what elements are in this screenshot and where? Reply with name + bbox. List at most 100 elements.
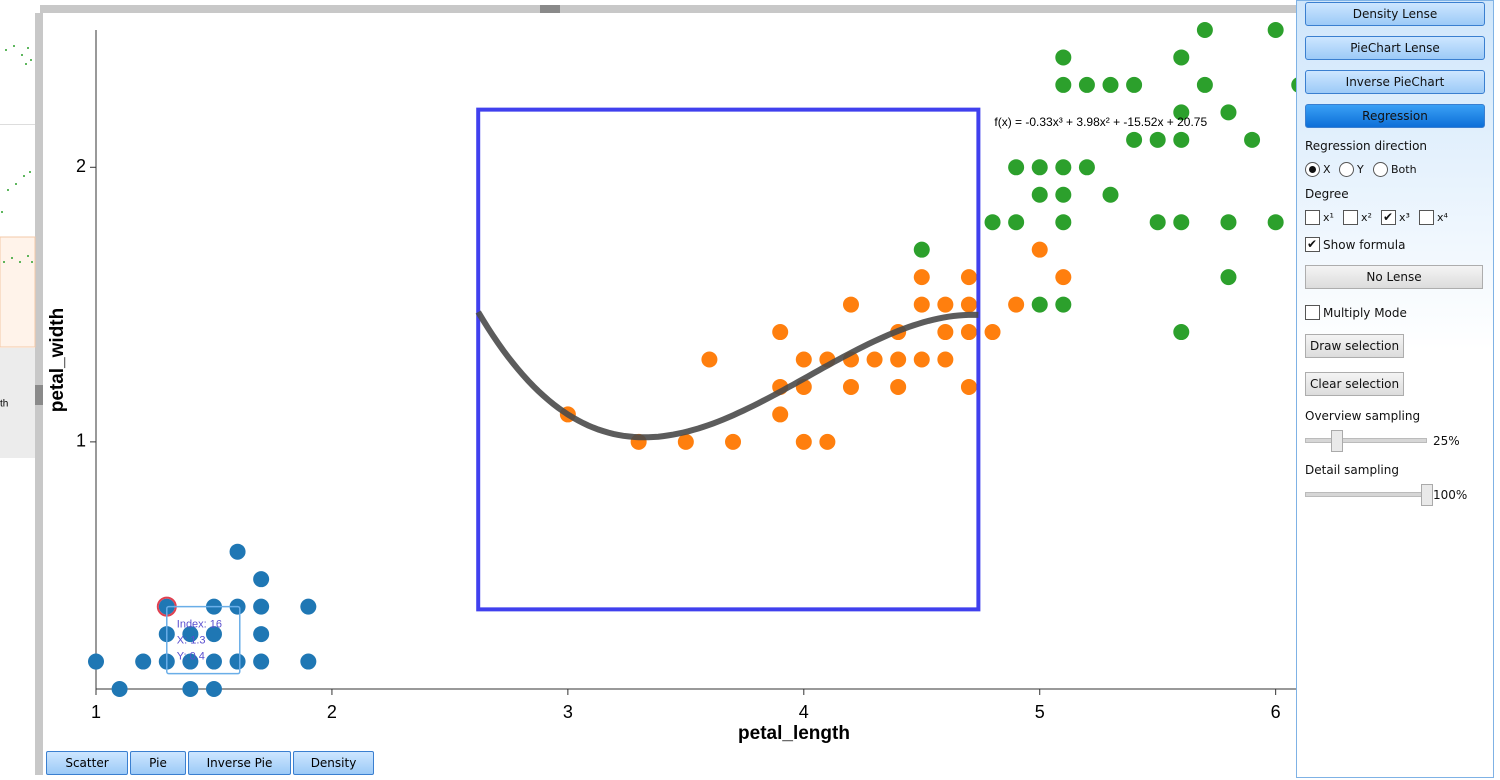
checkbox-label: Show formula [1323, 237, 1406, 252]
tooltip-line: Y: 0.4 [177, 651, 205, 663]
checkbox[interactable] [1419, 210, 1434, 225]
formula-option[interactable]: Show formula [1305, 237, 1405, 252]
slider-value: 25% [1433, 434, 1460, 448]
checkbox-label: x³ [1399, 211, 1410, 224]
lens-button[interactable]: Inverse PieChart [1305, 70, 1485, 94]
regression-curve [475, 310, 979, 441]
checkbox-label: x⁴ [1437, 211, 1448, 224]
checkbox[interactable] [1305, 305, 1320, 320]
x-tick-label: 2 [327, 702, 337, 722]
data-point [960, 296, 977, 313]
degree-option[interactable]: x¹ [1305, 210, 1334, 225]
slider-thumb[interactable] [1331, 430, 1343, 452]
y-axis-title: petal_width [47, 308, 68, 413]
lens-button[interactable]: PieChart Lense [1305, 36, 1485, 60]
multiply-option[interactable]: Multiply Mode [1305, 305, 1407, 320]
thumbnail-dots [1, 45, 33, 263]
data-point [1220, 269, 1237, 286]
data-point [1173, 324, 1190, 341]
data-point [182, 626, 199, 643]
data-point [890, 351, 907, 368]
tooltip-box [166, 605, 241, 675]
data-point [300, 598, 317, 615]
data-point [253, 571, 270, 588]
data-point [772, 324, 789, 341]
data-point [937, 351, 954, 368]
degree-label: Degree [1305, 187, 1349, 201]
slider-label: Detail sampling [1305, 463, 1399, 477]
data-point [1244, 131, 1261, 148]
checkbox-label: x² [1361, 211, 1372, 224]
data-point [913, 351, 930, 368]
thumb-divider [0, 124, 35, 125]
radio-option[interactable]: Both [1373, 162, 1417, 177]
data-point [1055, 159, 1072, 176]
x-tick-label: 3 [563, 702, 573, 722]
data-point [253, 598, 270, 615]
radio[interactable] [1339, 162, 1354, 177]
degree-option[interactable]: x⁴ [1419, 210, 1448, 225]
scroll-handle[interactable] [540, 5, 560, 13]
checkbox[interactable] [1381, 210, 1396, 225]
lens-button[interactable]: Regression [1305, 104, 1485, 128]
tab[interactable]: Scatter [46, 751, 128, 775]
data-point [1078, 159, 1095, 176]
control-panel: Density Lense PieChart Lense Inverse Pie… [1296, 0, 1494, 778]
tab[interactable]: Pie [130, 751, 186, 775]
data-point [913, 296, 930, 313]
slider-thumb[interactable] [1421, 484, 1433, 506]
data-point [1055, 76, 1072, 93]
data-point [1055, 214, 1072, 231]
data-point [229, 653, 246, 670]
data-point [1173, 104, 1190, 121]
data-point [182, 653, 199, 670]
x-tick-label: 6 [1271, 702, 1281, 722]
checkbox[interactable] [1343, 210, 1358, 225]
data-point [937, 324, 954, 341]
checkbox[interactable] [1305, 237, 1320, 252]
side-label: th [0, 399, 8, 410]
data-point [88, 653, 104, 670]
checkbox-label: Multiply Mode [1323, 305, 1407, 320]
data-point [1173, 49, 1190, 66]
slider-label: Overview sampling [1305, 409, 1421, 423]
checkbox[interactable] [1305, 210, 1320, 225]
thumbnail[interactable] [0, 348, 35, 458]
tooltip-line: Index: 16 [177, 619, 222, 631]
data-point [1008, 214, 1025, 231]
data-point [984, 214, 1001, 231]
data-point [913, 241, 930, 258]
radio[interactable] [1305, 162, 1320, 177]
slider-value: 100% [1433, 488, 1468, 502]
degree-option[interactable]: x² [1343, 210, 1372, 225]
tab[interactable]: Inverse Pie [188, 751, 291, 775]
data-point [913, 269, 930, 286]
degree-option[interactable]: x³ [1381, 210, 1410, 225]
data-point [182, 681, 199, 697]
slider[interactable] [1305, 484, 1433, 506]
splitter-handle[interactable] [35, 385, 43, 405]
data-point [1102, 186, 1119, 203]
clear-selection-button[interactable]: Clear selection [1305, 372, 1405, 396]
tab[interactable]: Density [293, 751, 374, 775]
data-point [725, 433, 742, 450]
data-point [1008, 296, 1025, 313]
data-point [1126, 76, 1143, 93]
data-point [842, 296, 859, 313]
thumbnail-selected[interactable] [0, 236, 36, 348]
data-point [1126, 131, 1143, 148]
slider[interactable] [1305, 430, 1427, 452]
radio-option[interactable]: Y [1339, 162, 1364, 177]
data-point [253, 626, 270, 643]
radio-label: X [1323, 163, 1331, 176]
radio[interactable] [1373, 162, 1388, 177]
data-point [1078, 76, 1095, 93]
radio-option[interactable]: X [1305, 162, 1331, 177]
no-lense-button[interactable]: No Lense [1305, 265, 1483, 289]
data-point [253, 653, 270, 670]
draw-selection-button[interactable]: Draw selection [1305, 334, 1405, 358]
data-point [772, 406, 789, 423]
radio-label: Y [1357, 163, 1364, 176]
lens-button[interactable]: Density Lense [1305, 2, 1485, 26]
